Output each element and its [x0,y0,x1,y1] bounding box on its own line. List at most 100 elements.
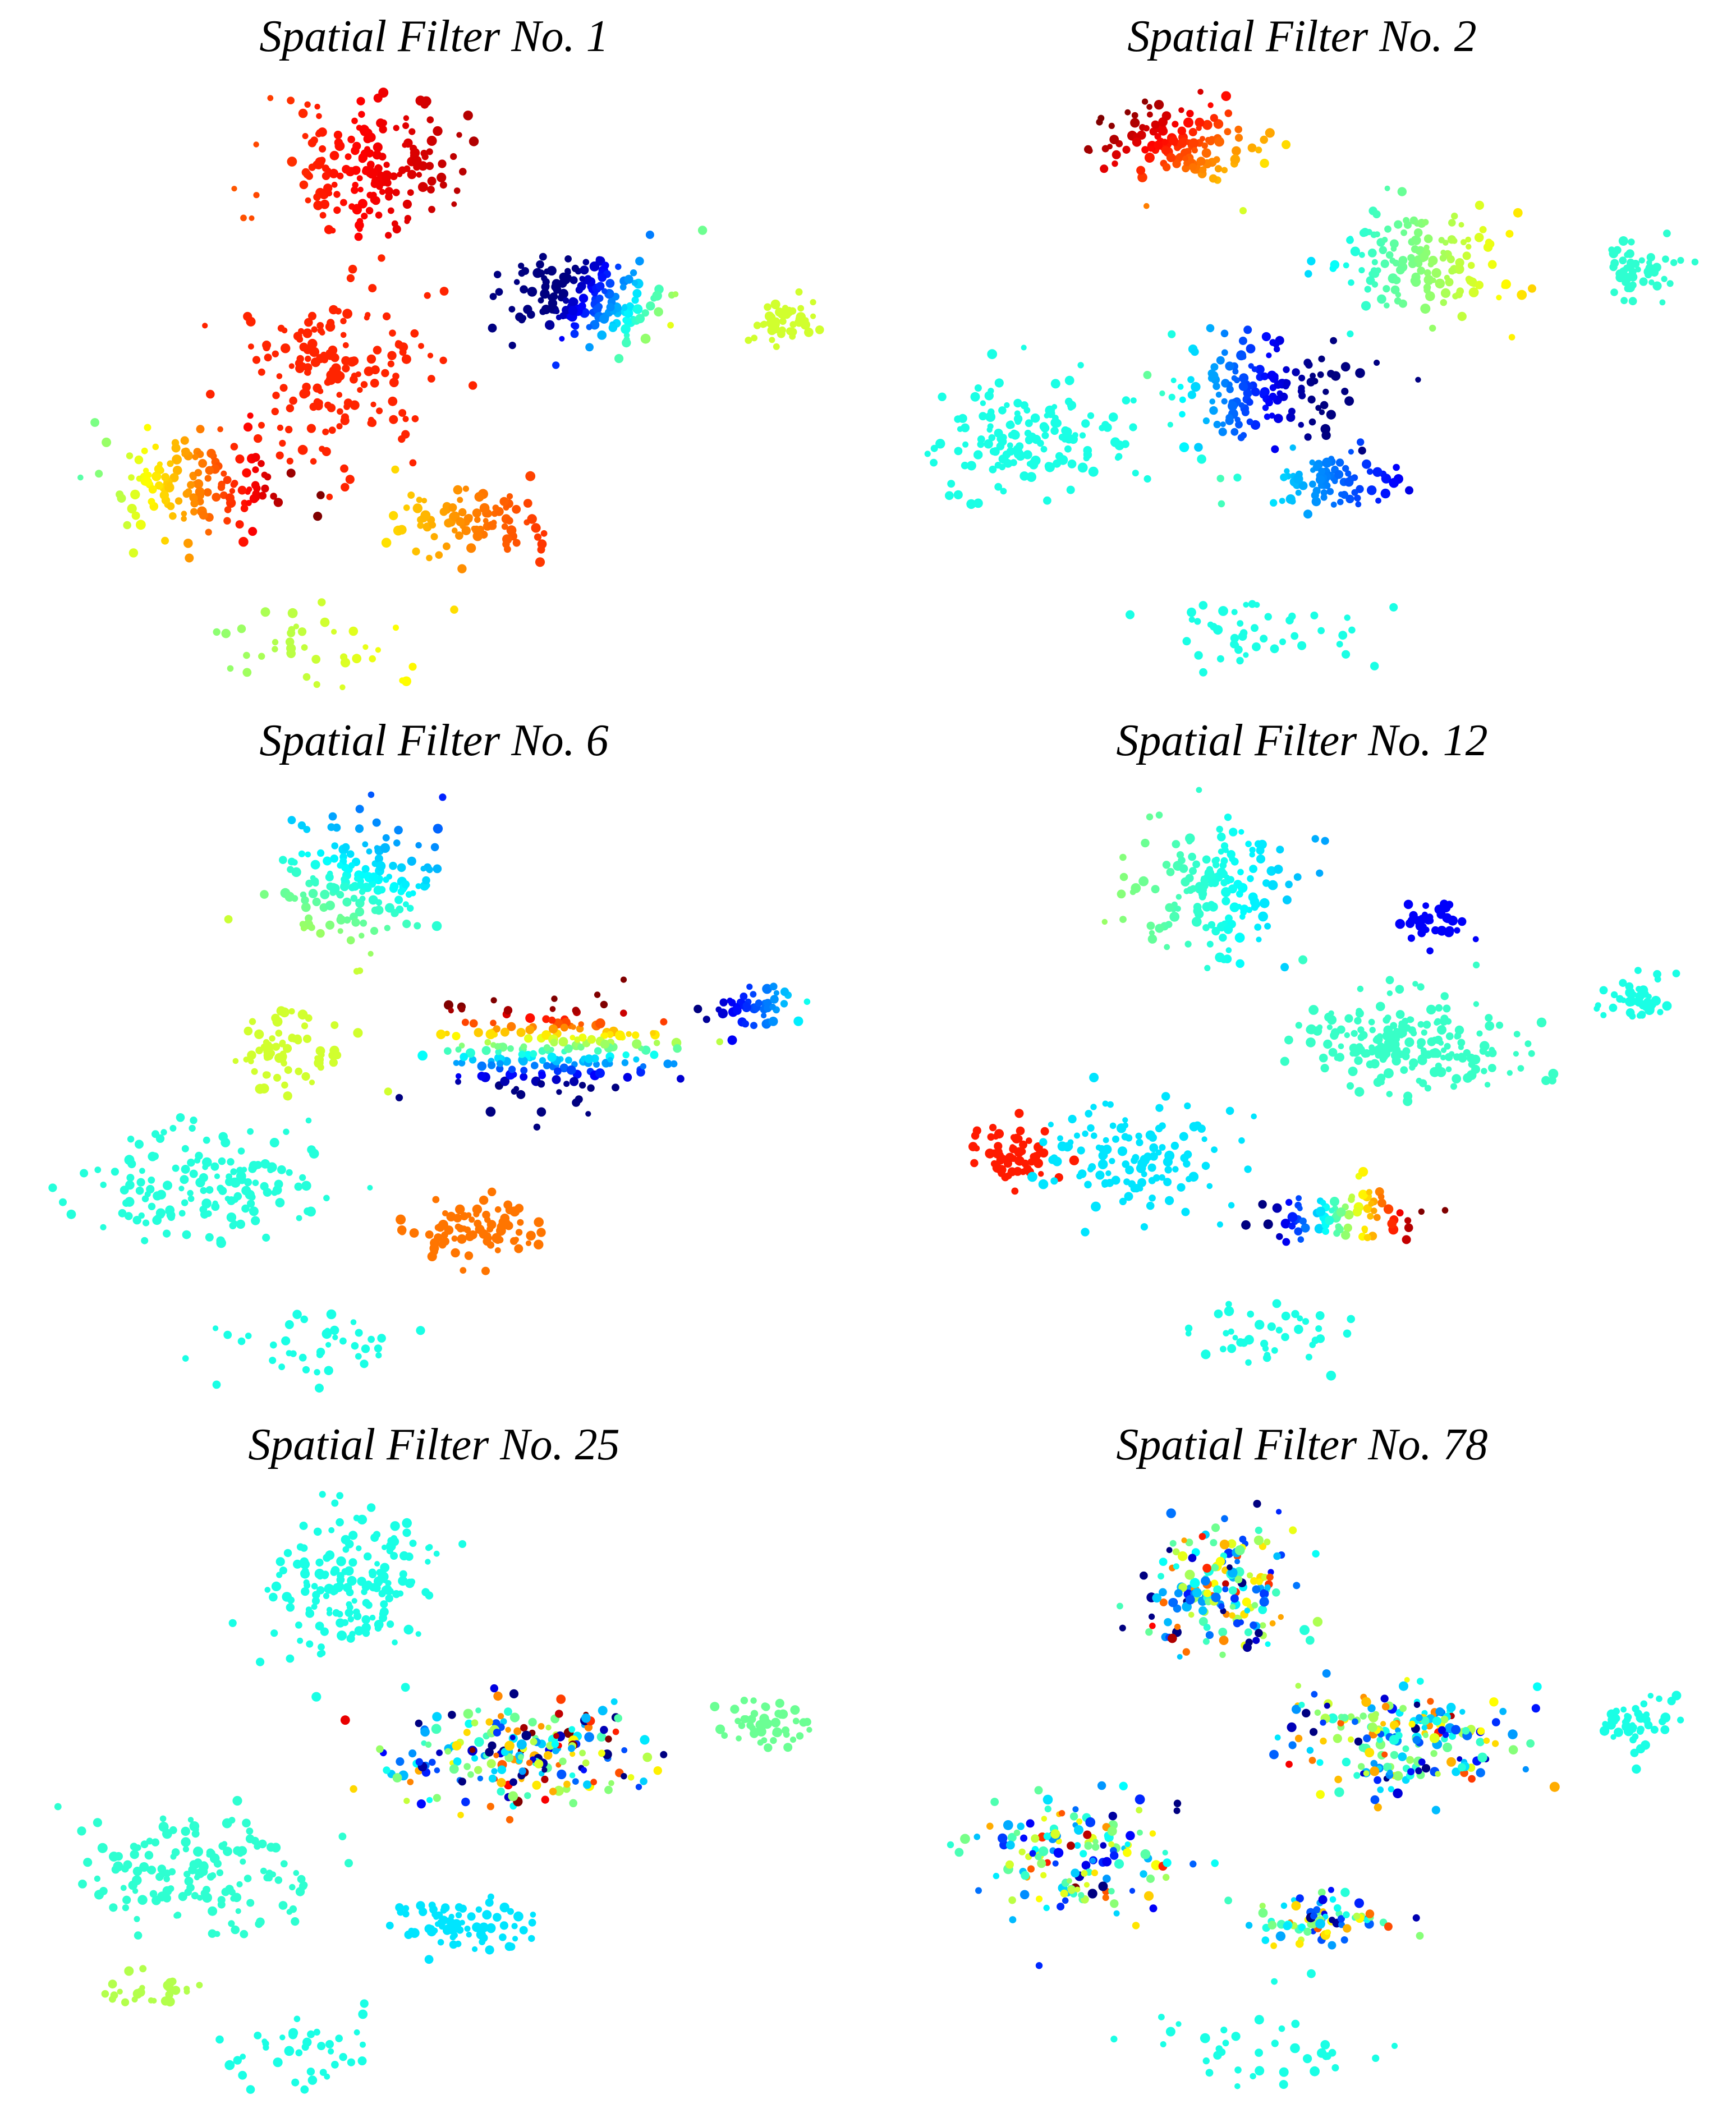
data-point [241,499,248,507]
data-point [1272,1299,1282,1308]
data-point [1308,1757,1316,1764]
data-point [515,1204,524,1213]
data-point [770,995,779,1004]
data-point [615,263,622,270]
data-point [1417,1055,1427,1065]
data-point [78,1880,87,1889]
data-point [527,287,538,297]
data-point [579,275,585,282]
data-point [596,295,604,302]
data-point [1372,467,1383,477]
data-point [1392,259,1400,267]
data-point [300,1881,308,1889]
data-point [1255,1526,1262,1535]
data-point [330,1568,338,1574]
data-point [1184,940,1192,948]
data-point [734,1717,741,1724]
data-point [301,1180,311,1191]
data-point [1391,2042,1398,2049]
data-point [1336,641,1343,647]
data-point [1653,970,1661,979]
data-point [1216,1221,1223,1228]
data-point [1163,1178,1172,1187]
data-point [1374,1035,1383,1044]
data-point [256,1657,265,1666]
data-point [501,523,508,530]
data-point [1489,1697,1499,1707]
data-point [360,2041,366,2048]
data-point [1389,477,1399,488]
data-point [1294,1734,1303,1743]
data-point [174,497,183,505]
data-point [374,854,383,863]
data-point [454,1223,462,1230]
data-point [374,906,384,915]
data-point [520,1724,528,1732]
data-point [1374,1803,1382,1812]
data-point [1390,285,1400,295]
data-point [504,1753,514,1762]
data-point [1090,1104,1097,1110]
data-point [1201,142,1208,149]
data-point [368,1568,376,1577]
data-point [585,1111,591,1117]
data-point [1677,1716,1684,1724]
data-point [128,474,135,481]
data-point [195,1177,205,1188]
data-point [1112,1135,1119,1143]
data-point [528,1717,537,1727]
data-point [382,1584,392,1595]
data-point [315,1622,324,1630]
data-point [1345,470,1352,477]
data-point [1294,1325,1303,1334]
data-point [520,1073,528,1081]
data-point [155,1208,166,1218]
data-point [660,1018,668,1026]
data-point [367,162,375,169]
data-point [1083,1882,1090,1888]
data-point [393,624,399,631]
data-point [1209,406,1218,415]
data-point [1258,1200,1267,1209]
data-point [153,1191,162,1201]
data-point [1219,870,1228,879]
data-point [499,1933,507,1941]
data-point [1323,1039,1333,1049]
data-point [1296,1195,1302,1201]
data-point [1347,236,1353,242]
data-point [1077,1146,1085,1155]
data-point [464,1926,471,1932]
data-point [1143,475,1151,483]
data-point [1418,1758,1426,1766]
data-point [777,1710,786,1719]
data-point [1635,266,1641,273]
data-point [418,343,424,349]
data-point [272,1582,282,1591]
data-point [1363,1234,1371,1242]
data-point [1448,267,1456,275]
data-point [251,1068,258,1075]
data-point [1631,991,1637,998]
data-point [1114,1859,1124,1869]
data-point [635,256,644,266]
data-point [558,1037,568,1047]
data-point [341,843,350,852]
data-point [1379,1079,1385,1086]
data-point [1234,933,1245,943]
data-point [1108,1812,1117,1821]
data-point [1021,1871,1030,1880]
data-point [1475,200,1484,210]
data-point [377,1334,386,1343]
data-point [430,843,439,852]
data-point [431,1910,439,1918]
data-point [1267,370,1277,380]
data-point [1191,347,1199,356]
data-point [1630,1748,1639,1757]
data-point [1183,117,1193,128]
data-point [439,181,447,189]
data-point [1362,1049,1371,1058]
data-point [163,1180,172,1191]
data-point [1636,991,1645,1000]
data-point [1599,1726,1610,1736]
data-point [1272,1588,1280,1597]
